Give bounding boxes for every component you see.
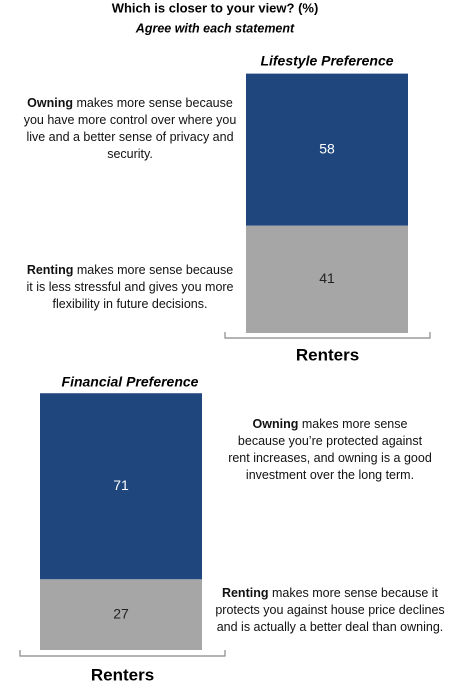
page-title: Which is closer to your view? (%) (112, 0, 319, 15)
axis-bracket (224, 332, 431, 339)
legend-description: makes more sense because you’re protecte… (228, 417, 432, 482)
chart-title: Financial Preference (62, 374, 199, 390)
bar-segment (40, 393, 202, 580)
axis-bracket (19, 650, 226, 657)
bar-segment (40, 579, 202, 650)
bar-segment (246, 73, 408, 226)
value-label: 71 (113, 477, 129, 493)
legend-annotation: Renting makes more sense because it is l… (23, 262, 238, 313)
value-label: 58 (319, 140, 335, 156)
value-label: 27 (113, 605, 129, 621)
legend-name: Owning (252, 417, 299, 431)
chart-title: Lifestyle Preference (260, 53, 393, 69)
page-subtitle: Agree with each statement (135, 21, 295, 35)
legend-annotation: Renting makes more sense because it prot… (213, 585, 448, 636)
legend-annotation: Owning makes more sense because you have… (23, 95, 238, 163)
legend-description: makes more sense because you have more c… (23, 96, 237, 161)
category-label: Renters (91, 665, 154, 684)
bar-segment (246, 225, 408, 333)
category-label: Renters (296, 345, 359, 364)
legend-name: Renting (221, 586, 269, 600)
value-label: 41 (319, 270, 335, 286)
legend-annotation: Owning makes more sense because you’re p… (228, 416, 433, 484)
legend-description: makes more sense because it is less stre… (26, 263, 234, 311)
legend-name: Renting (26, 263, 74, 277)
legend-description: makes more sense because it protects you… (215, 586, 445, 634)
legend-name: Owning (27, 96, 73, 110)
